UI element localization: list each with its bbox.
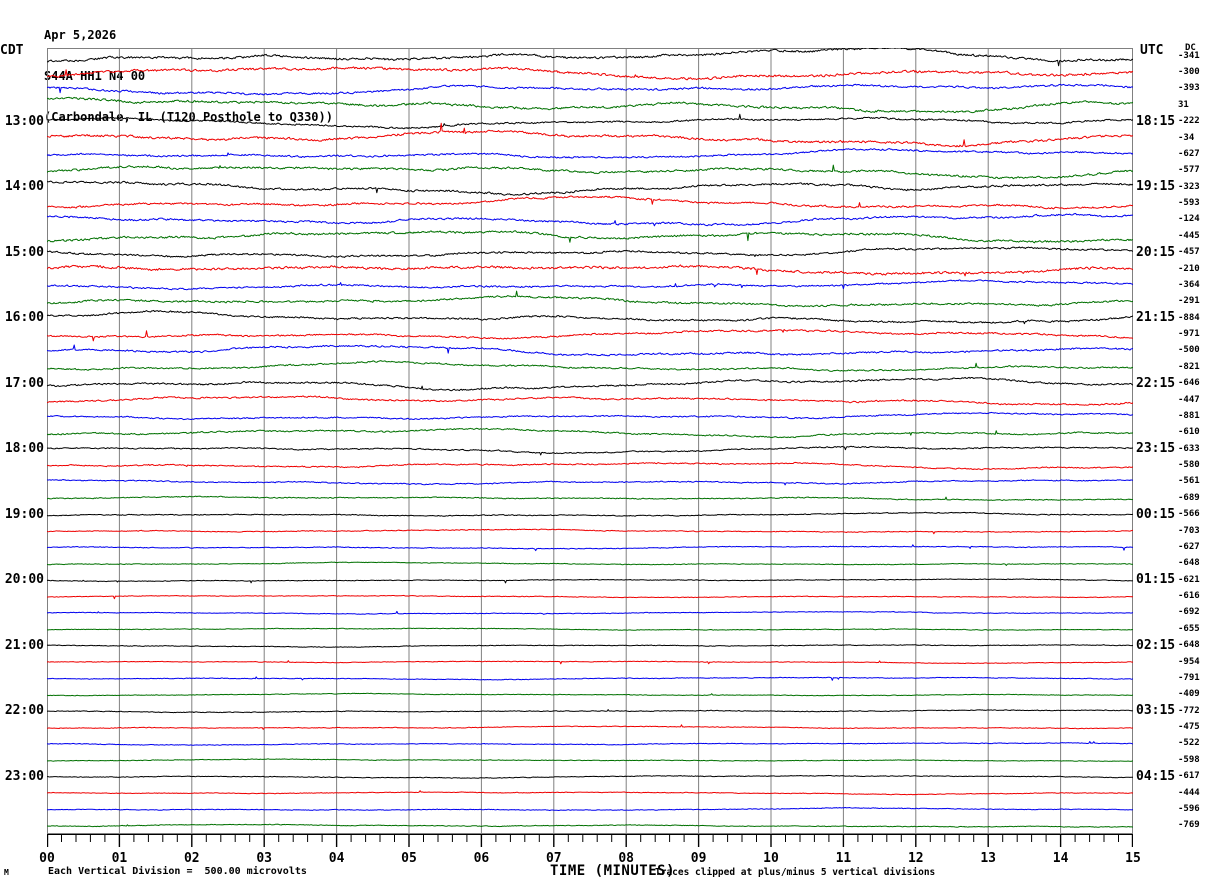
dc-value: -954 <box>1178 656 1200 667</box>
dc-value: -646 <box>1178 378 1200 389</box>
right-time-label: 03:15 <box>1136 703 1176 719</box>
dc-value: -300 <box>1178 67 1200 78</box>
x-tick-label: 01 <box>111 851 128 866</box>
dc-value: -610 <box>1178 427 1200 438</box>
dc-value: -791 <box>1178 672 1200 683</box>
x-tick-label: 12 <box>907 851 924 866</box>
x-tick-label: 11 <box>835 851 852 866</box>
x-tick-label: 00 <box>39 851 55 866</box>
dc-value: -409 <box>1178 689 1200 700</box>
dc-value: -393 <box>1178 83 1200 94</box>
right-time-label: 18:15 <box>1136 113 1176 129</box>
right-time-label: 22:15 <box>1136 375 1176 391</box>
right-time-label: 04:15 <box>1136 768 1176 784</box>
dc-value: -577 <box>1178 165 1200 176</box>
dc-value: -341 <box>1178 50 1200 61</box>
dc-value: -34 <box>1178 132 1195 143</box>
left-time-label: 22:00 <box>4 703 44 719</box>
x-axis-title: TIME (MINUTES) <box>550 863 676 879</box>
right-time-label: 21:15 <box>1136 310 1176 326</box>
x-tick-label: 07 <box>545 851 562 866</box>
left-time-label: 15:00 <box>4 244 44 260</box>
dc-value: -364 <box>1178 279 1200 290</box>
dc-value: -617 <box>1178 771 1200 782</box>
clipping-note: Traces clipped at plus/minus 5 vertical … <box>655 867 936 878</box>
dc-value: -445 <box>1178 230 1200 241</box>
dc-value: -621 <box>1178 574 1200 585</box>
dc-value: -633 <box>1178 443 1200 454</box>
x-tick-label: 13 <box>980 851 997 866</box>
dc-value: -692 <box>1178 607 1200 618</box>
helicorder-plot[interactable] <box>47 48 1133 834</box>
right-time-label: 00:15 <box>1136 506 1176 522</box>
dc-value: -627 <box>1178 148 1200 159</box>
dc-value: -323 <box>1178 181 1200 192</box>
x-tick-label: 10 <box>763 851 779 866</box>
dc-value: -627 <box>1178 541 1200 552</box>
dc-value: -884 <box>1178 312 1200 323</box>
dc-value: -703 <box>1178 525 1200 536</box>
dc-value: -971 <box>1178 329 1200 340</box>
right-time-label: 02:15 <box>1136 637 1176 653</box>
right-time-label: 20:15 <box>1136 244 1176 260</box>
right-time-label: 23:15 <box>1136 441 1176 457</box>
x-tick-label: 14 <box>1052 851 1069 866</box>
left-time-label: 18:00 <box>4 441 44 457</box>
x-tick-label: 08 <box>618 851 635 866</box>
left-time-label: 14:00 <box>4 179 44 195</box>
header-date: Apr 5,2026 <box>44 28 117 43</box>
dc-value: -566 <box>1178 509 1200 520</box>
dc-value: -444 <box>1178 787 1200 798</box>
dc-value: -598 <box>1178 754 1200 765</box>
vertical-division-note: Each Vertical Division = 500.00 microvol… <box>48 866 307 877</box>
dc-value: -881 <box>1178 410 1200 421</box>
dc-value: -457 <box>1178 247 1200 258</box>
dc-value: -648 <box>1178 558 1200 569</box>
x-axis-ticks <box>46 834 1134 847</box>
dc-value: -772 <box>1178 705 1200 716</box>
right-time-label: 19:15 <box>1136 179 1176 195</box>
x-tick-label: 05 <box>401 851 417 866</box>
dc-value: -500 <box>1178 345 1200 356</box>
left-time-label: 13:00 <box>4 113 44 129</box>
left-time-label: 17:00 <box>4 375 44 391</box>
dc-value: -291 <box>1178 296 1200 307</box>
dc-value: -210 <box>1178 263 1200 274</box>
dc-value: -475 <box>1178 722 1200 733</box>
left-time-label: 21:00 <box>4 637 44 653</box>
x-tick-label: 03 <box>256 851 273 866</box>
left-time-label: 19:00 <box>4 506 44 522</box>
seismogram-svg <box>47 48 1133 834</box>
left-axis-label: CDT <box>0 43 24 58</box>
dc-value: -593 <box>1178 198 1200 209</box>
dc-value: -648 <box>1178 640 1200 651</box>
left-time-label: 23:00 <box>4 768 44 784</box>
dc-value: 31 <box>1178 99 1189 110</box>
dc-value: -689 <box>1178 492 1200 503</box>
dc-value: -821 <box>1178 361 1200 372</box>
dc-value: -124 <box>1178 214 1200 225</box>
dc-value: -580 <box>1178 460 1200 471</box>
dc-value: -522 <box>1178 738 1200 749</box>
x-tick-label: 15 <box>1125 851 1141 866</box>
x-tick-label: 06 <box>473 851 490 866</box>
dc-value: -596 <box>1178 803 1200 814</box>
x-tick-label: 02 <box>183 851 200 866</box>
dc-column-label: DC <box>1185 43 1196 53</box>
corner-glyph: M <box>4 868 9 877</box>
dc-value: -561 <box>1178 476 1200 487</box>
left-time-label: 16:00 <box>4 310 44 326</box>
dc-value: -447 <box>1178 394 1200 405</box>
x-tick-label: 04 <box>328 851 345 866</box>
x-tick-label: 09 <box>690 851 707 866</box>
dc-value: -616 <box>1178 591 1200 602</box>
left-time-label: 20:00 <box>4 572 44 588</box>
dc-value: -769 <box>1178 820 1200 831</box>
dc-value: -655 <box>1178 623 1200 634</box>
dc-value: -222 <box>1178 116 1200 127</box>
x-axis: 00 01 02 03 04 05 06 07 08 09 10 11 12 13 14 15 <box>39 834 1141 866</box>
right-time-label: 01:15 <box>1136 572 1176 588</box>
right-axis-label: UTC <box>1140 43 1164 58</box>
